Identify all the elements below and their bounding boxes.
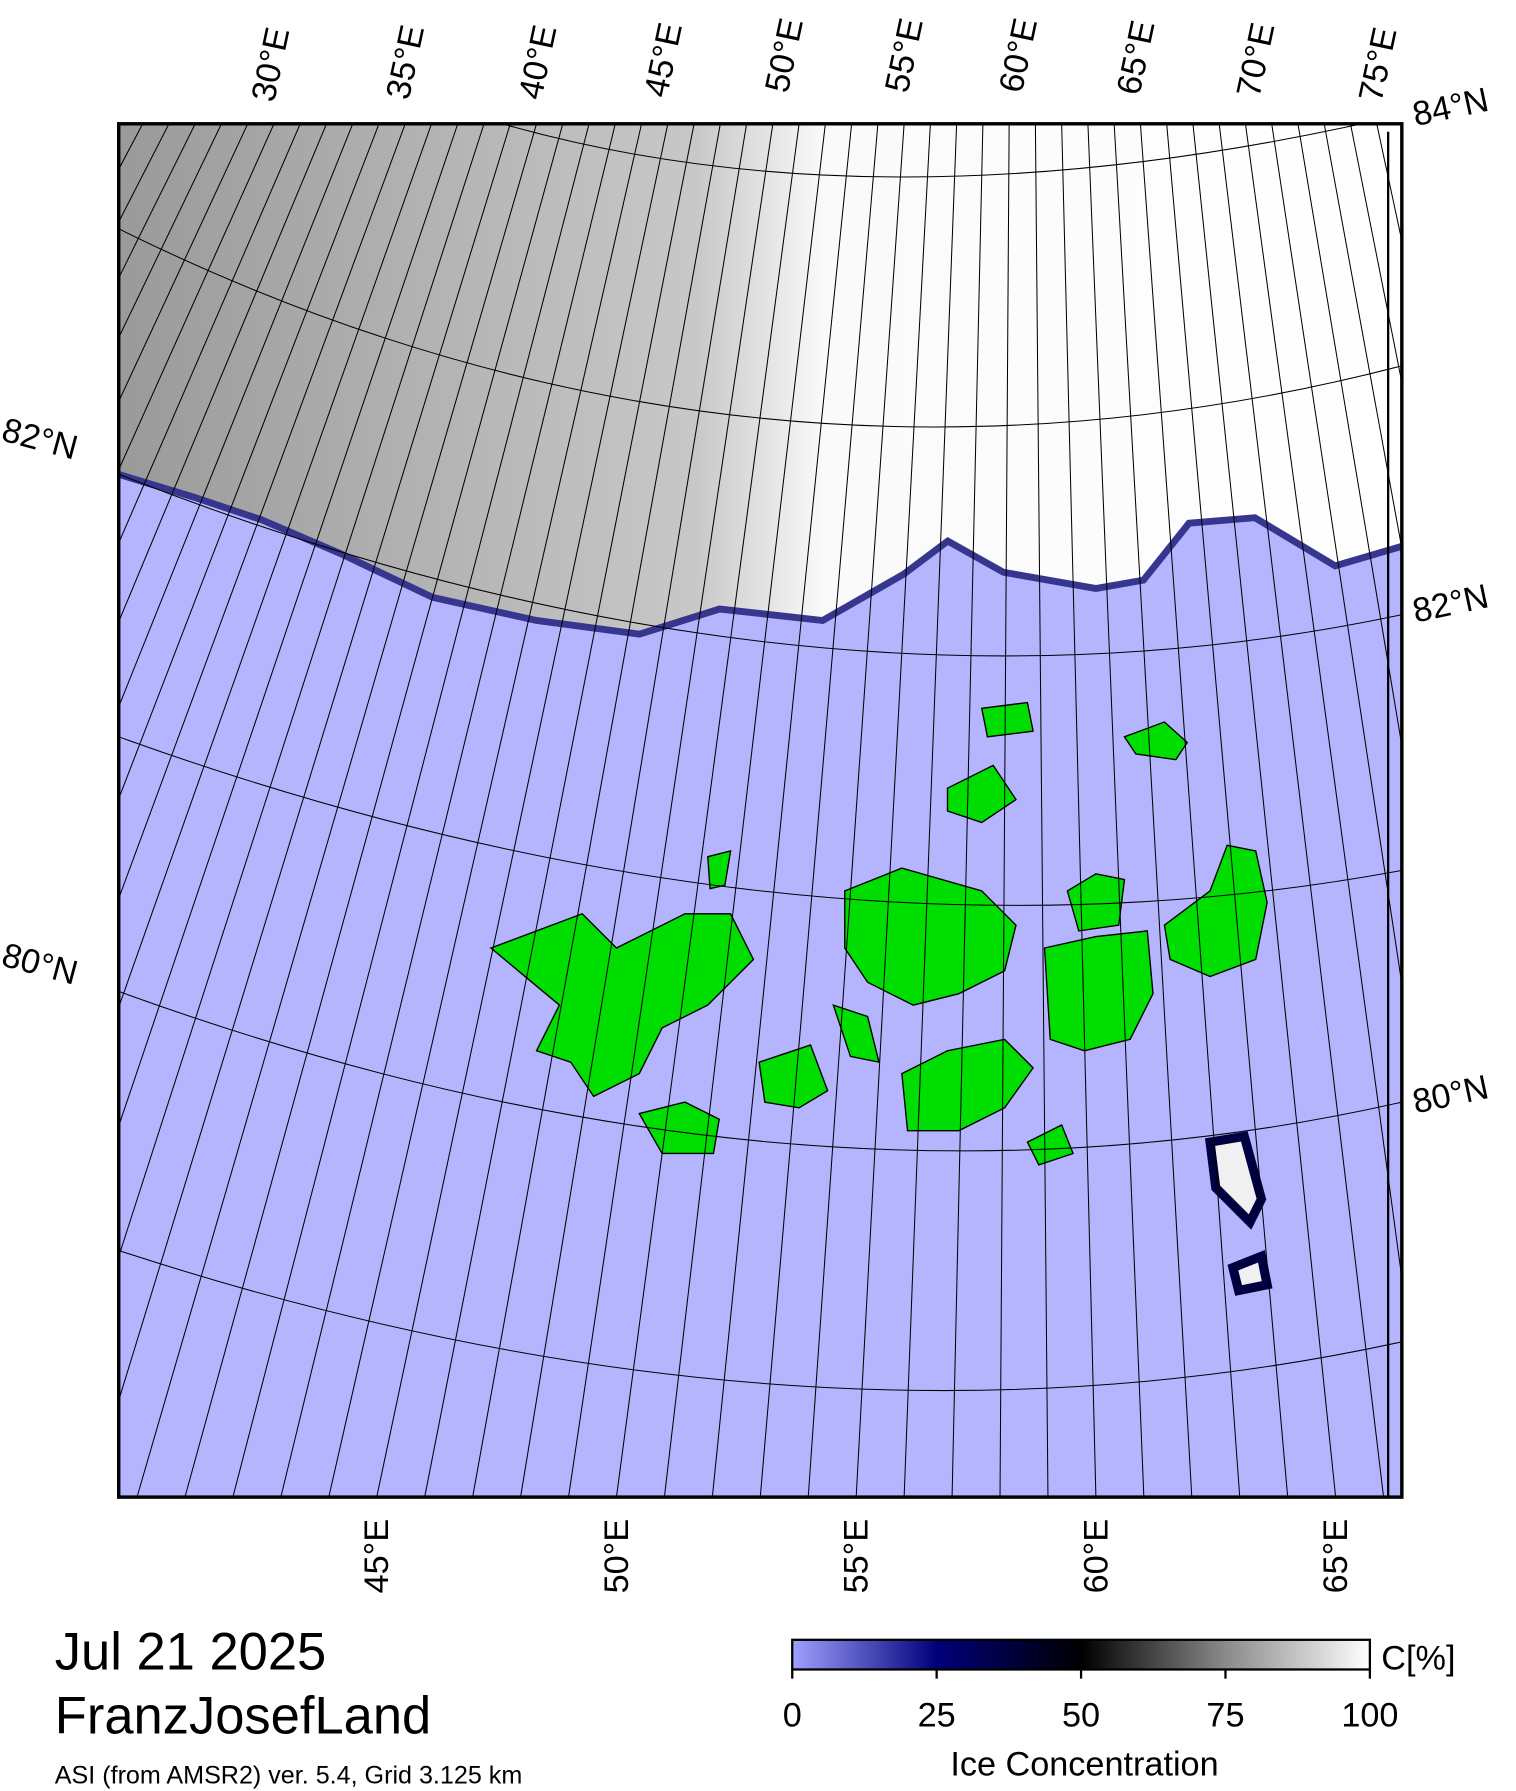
- colorbar-tick-label: 100: [1341, 1697, 1398, 1735]
- map-area: [0, 123, 1516, 1498]
- meridian: [1349, 123, 1402, 386]
- meridian: [1113, 123, 1193, 1498]
- lon-label: 70°E: [1230, 19, 1283, 100]
- meridian: [1429, 124, 1516, 1497]
- meridian: [1139, 123, 1241, 1498]
- lon-label: 40°E: [512, 22, 565, 103]
- lon-label: 50°E: [598, 1519, 636, 1594]
- meridian: [1034, 123, 1049, 1498]
- meridian: [118, 123, 380, 801]
- meridian: [118, 123, 485, 1259]
- lon-label: 55°E: [878, 15, 931, 96]
- meridian: [999, 123, 1010, 1498]
- meridian: [1271, 123, 1402, 988]
- lon-label: 60°E: [992, 15, 1045, 96]
- meridian: [951, 123, 984, 1498]
- region: FranzJosefLand: [55, 1686, 431, 1745]
- meridian: [328, 123, 643, 1498]
- meridian: [118, 123, 432, 1009]
- meridian: [118, 123, 249, 403]
- lat-label: 84°N: [1409, 81, 1492, 134]
- source: ASI (from AMSR2) ver. 5.4, Grid 3.125 km: [55, 1762, 522, 1790]
- meridian: [118, 123, 406, 900]
- lon-label: 55°E: [838, 1519, 876, 1594]
- lat-label: 80°N: [1409, 1068, 1492, 1121]
- meridian: [0, 124, 11, 1497]
- lon-label: 45°E: [637, 19, 690, 100]
- meridian: [118, 123, 327, 624]
- meridian: [0, 124, 38, 1497]
- islands: [489, 701, 1268, 1166]
- meridian: [136, 123, 538, 1498]
- meridian: [0, 124, 90, 1497]
- colorbar-tick-label: 75: [1206, 1697, 1244, 1735]
- lon-label: 65°E: [1110, 17, 1163, 98]
- meridian: [663, 123, 826, 1498]
- meridian: [118, 123, 275, 471]
- lon-label: 65°E: [1317, 1519, 1355, 1594]
- meridian: [1061, 123, 1097, 1498]
- meridian: [0, 124, 116, 1497]
- meridian: [0, 124, 64, 1497]
- lon-label: 30°E: [245, 24, 298, 105]
- meridian: [232, 123, 590, 1498]
- meridian: [1166, 123, 1289, 1498]
- meridian: [1508, 124, 1516, 1497]
- meridian: [711, 123, 853, 1498]
- lat-label: 82°N: [0, 411, 82, 468]
- meridian: [376, 123, 669, 1498]
- lon-label: 35°E: [379, 22, 432, 103]
- meridian: [903, 123, 958, 1498]
- meridian: [1087, 123, 1145, 1498]
- colorbar-label: Ice Concentration: [950, 1746, 1218, 1784]
- meridian: [118, 123, 301, 545]
- meridian: [807, 123, 905, 1498]
- lon-label: 45°E: [358, 1519, 396, 1594]
- meridian: [520, 123, 748, 1498]
- meridian: [1482, 124, 1516, 1497]
- meridian: [1192, 123, 1337, 1498]
- meridian: [280, 123, 616, 1498]
- meridian: [1323, 123, 1402, 552]
- meridian: [855, 123, 931, 1498]
- meridian: [118, 123, 511, 1403]
- meridian: [1403, 124, 1516, 1497]
- meridian: [424, 123, 695, 1498]
- sea-ice-core: [118, 123, 1402, 631]
- graticule: [0, 123, 1516, 1498]
- meridian: [118, 123, 459, 1128]
- lon-label: 50°E: [758, 15, 811, 96]
- colorbar-unit: C[%]: [1381, 1639, 1455, 1677]
- date: Jul 21 2025: [55, 1622, 326, 1681]
- meridian: [615, 123, 800, 1498]
- map-frame: [117, 122, 1404, 1499]
- lat-label: 82°N: [1409, 577, 1492, 630]
- colorbar-tick-label: 50: [1062, 1697, 1100, 1735]
- meridian: [184, 123, 564, 1498]
- lon-label: 60°E: [1077, 1519, 1115, 1594]
- meridian: [1455, 124, 1516, 1497]
- lon-label: 75°E: [1352, 24, 1405, 105]
- novaya-zemlya-ice: [1204, 1131, 1273, 1296]
- lat-label: 80°N: [0, 936, 82, 993]
- meridian: [1297, 123, 1402, 749]
- meridian: [1218, 123, 1385, 1498]
- colorbar-tick-label: 25: [918, 1697, 956, 1735]
- colorbar: [791, 1638, 1372, 1671]
- meridian: [567, 123, 774, 1498]
- colorbar-tick-label: 0: [783, 1697, 802, 1735]
- meridian: [118, 123, 354, 709]
- meridian: [472, 123, 721, 1498]
- meridian: [759, 123, 879, 1498]
